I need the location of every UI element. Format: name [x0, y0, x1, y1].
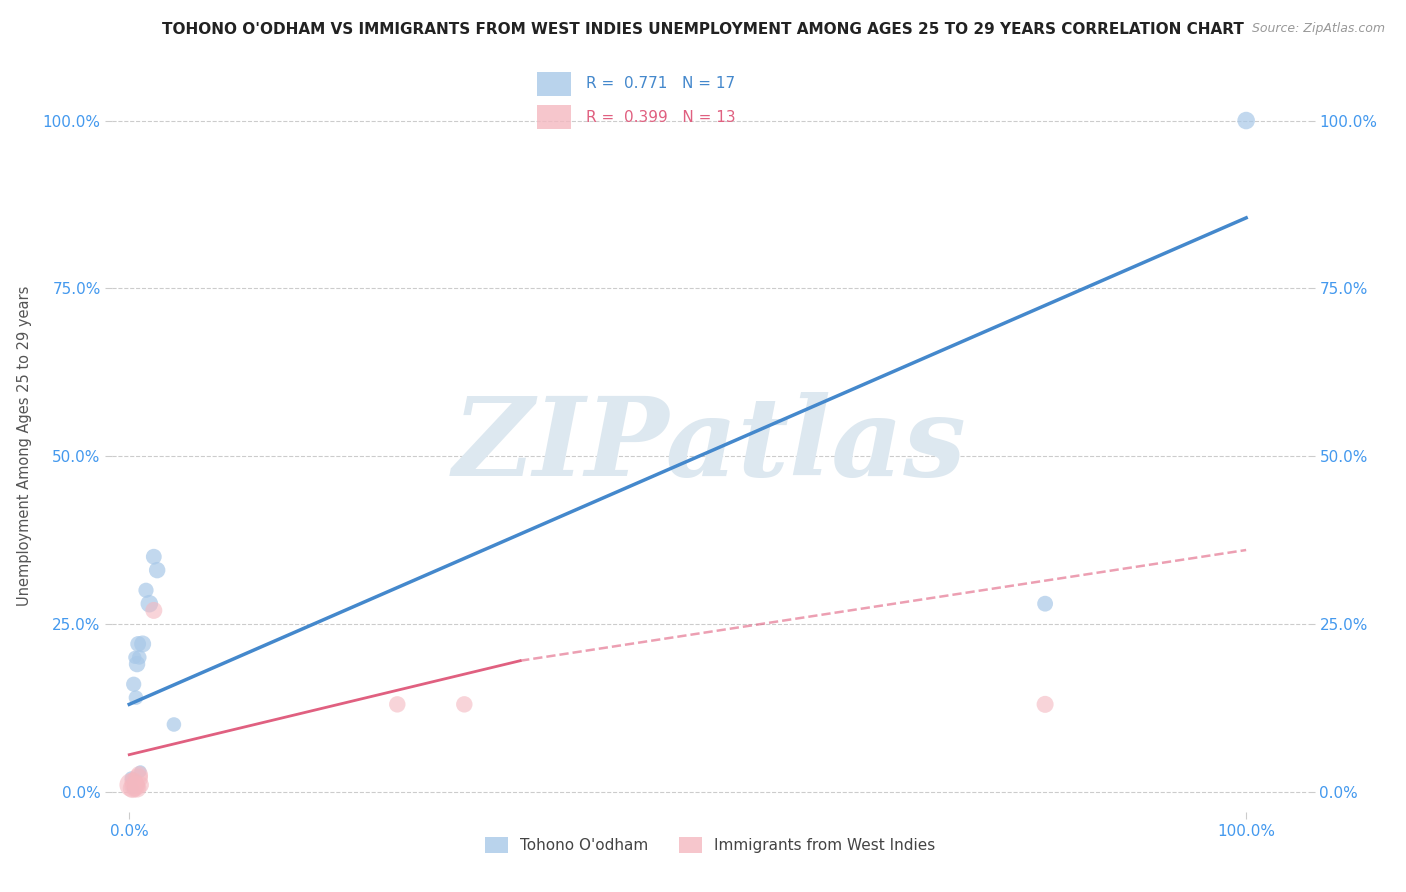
Legend: Tohono O'odham, Immigrants from West Indies: Tohono O'odham, Immigrants from West Ind… [479, 830, 941, 859]
Point [125, 657, 148, 671]
Point [125, 690, 148, 705]
Point [127, 637, 149, 651]
Point [122, 677, 145, 691]
Point [125, 778, 148, 792]
Point [1033, 698, 1056, 712]
Text: ZIPatlas: ZIPatlas [453, 392, 967, 500]
Point [124, 779, 146, 793]
Point [142, 549, 165, 564]
Point [142, 603, 165, 617]
Point [129, 778, 152, 792]
Point [121, 781, 143, 796]
Point [138, 597, 160, 611]
Text: Source: ZipAtlas.com: Source: ZipAtlas.com [1251, 22, 1385, 36]
Point [127, 771, 149, 785]
Point [125, 781, 148, 796]
Point [121, 778, 143, 792]
Text: R =  0.399   N = 13: R = 0.399 N = 13 [586, 110, 735, 125]
Text: TOHONO O'ODHAM VS IMMIGRANTS FROM WEST INDIES UNEMPLOYMENT AMONG AGES 25 TO 29 Y: TOHONO O'ODHAM VS IMMIGRANTS FROM WEST I… [162, 22, 1244, 37]
Point [124, 650, 146, 665]
Point [1033, 597, 1056, 611]
Point [121, 781, 143, 796]
Text: R =  0.771   N = 17: R = 0.771 N = 17 [586, 76, 735, 91]
Point [131, 637, 153, 651]
FancyBboxPatch shape [537, 71, 571, 95]
FancyBboxPatch shape [537, 105, 571, 129]
Point [163, 717, 186, 731]
Point [146, 563, 169, 577]
Point [1234, 113, 1257, 128]
Point [122, 774, 145, 789]
Y-axis label: Unemployment Among Ages 25 to 29 years: Unemployment Among Ages 25 to 29 years [17, 285, 31, 607]
Point [129, 764, 152, 779]
Point [135, 583, 157, 598]
Point [387, 698, 409, 712]
Point [121, 771, 143, 785]
Point [128, 768, 150, 782]
Point [453, 698, 475, 712]
Point [128, 650, 150, 665]
